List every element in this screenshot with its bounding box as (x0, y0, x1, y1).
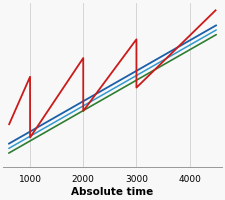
X-axis label: Absolute time: Absolute time (71, 187, 154, 197)
